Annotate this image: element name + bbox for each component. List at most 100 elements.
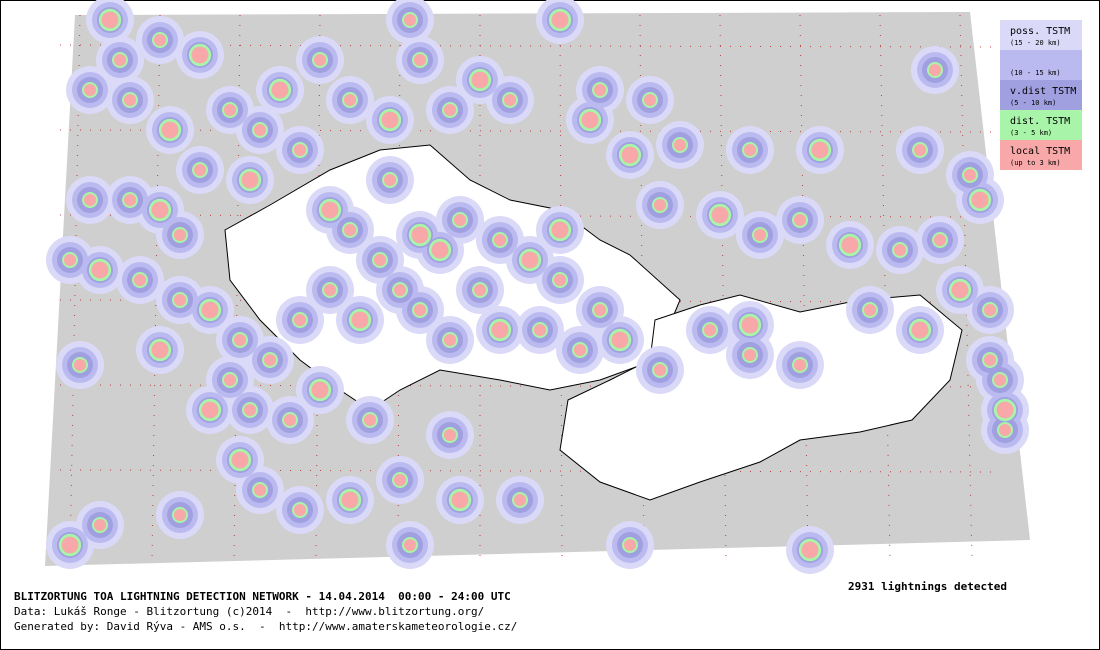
cluster-ring bbox=[381, 111, 399, 129]
cluster-ring bbox=[414, 304, 426, 316]
cluster-ring bbox=[999, 424, 1011, 436]
cluster-ring bbox=[474, 284, 486, 296]
meridian bbox=[959, 14, 973, 561]
cluster-ring bbox=[64, 254, 76, 266]
cluster-ring bbox=[491, 321, 509, 339]
cluster-ring bbox=[404, 14, 416, 26]
cluster-ring bbox=[454, 214, 466, 226]
legend-swatch bbox=[1000, 80, 1082, 110]
cluster-ring bbox=[394, 474, 406, 486]
cluster-ring bbox=[344, 224, 356, 236]
footer-title: BLITZORTUNG TOA LIGHTNING DETECTION NETW… bbox=[14, 590, 511, 603]
cluster-ring bbox=[194, 164, 206, 176]
meridian bbox=[799, 14, 809, 561]
cluster-ring bbox=[794, 214, 806, 226]
legend-range: (3 - 5 km) bbox=[1010, 129, 1052, 137]
cluster-ring bbox=[574, 344, 586, 356]
cluster-ring bbox=[324, 284, 336, 296]
cluster-ring bbox=[294, 314, 306, 326]
legend-label: v.dist TSTM bbox=[1010, 86, 1076, 97]
legend-label: dist. TSTM bbox=[1010, 116, 1070, 127]
cluster-ring bbox=[84, 84, 96, 96]
lightning-count: 2931 lightnings detected bbox=[848, 580, 1007, 593]
cluster-ring bbox=[61, 536, 79, 554]
cluster-ring bbox=[344, 94, 356, 106]
cluster-ring bbox=[911, 321, 929, 339]
cluster-ring bbox=[431, 241, 449, 259]
parallel bbox=[59, 44, 1001, 48]
cluster-ring bbox=[951, 281, 969, 299]
cluster-ring bbox=[201, 301, 219, 319]
cluster-ring bbox=[254, 484, 266, 496]
cluster-ring bbox=[811, 141, 829, 159]
meridian bbox=[315, 14, 321, 561]
cluster-ring bbox=[161, 121, 179, 139]
cluster-ring bbox=[654, 364, 666, 376]
cluster-ring bbox=[611, 331, 629, 349]
cluster-ring bbox=[644, 94, 656, 106]
cluster-ring bbox=[384, 174, 396, 186]
cluster-ring bbox=[674, 139, 686, 151]
cluster-ring bbox=[311, 381, 329, 399]
legend-range: (up to 3 km) bbox=[1010, 159, 1061, 167]
cluster-ring bbox=[894, 244, 906, 256]
cluster-ring bbox=[124, 94, 136, 106]
cluster-ring bbox=[494, 234, 506, 246]
cluster-ring bbox=[594, 304, 606, 316]
cluster-ring bbox=[411, 226, 429, 244]
parallel bbox=[59, 469, 1001, 473]
cluster-ring bbox=[801, 541, 819, 559]
cluster-ring bbox=[554, 274, 566, 286]
cluster-ring bbox=[964, 169, 976, 181]
legend-label: local TSTM bbox=[1010, 146, 1070, 157]
cluster-ring bbox=[754, 229, 766, 241]
cluster-ring bbox=[174, 229, 186, 241]
cluster-ring bbox=[151, 201, 169, 219]
cluster-ring bbox=[444, 429, 456, 441]
cluster-ring bbox=[201, 401, 219, 419]
cluster-ring bbox=[914, 144, 926, 156]
footer-data-credit: Data: Lukáš Ronge - Blitzortung (c)2014 … bbox=[14, 605, 484, 618]
cluster-ring bbox=[244, 404, 256, 416]
meridian bbox=[559, 14, 563, 561]
cluster-ring bbox=[241, 171, 259, 189]
cluster-ring bbox=[314, 54, 326, 66]
cluster-ring bbox=[91, 261, 109, 279]
legend-swatch bbox=[1000, 140, 1082, 170]
cluster-ring bbox=[84, 194, 96, 206]
cluster-ring bbox=[621, 146, 639, 164]
cluster-ring bbox=[284, 414, 296, 426]
cluster-ring bbox=[534, 324, 546, 336]
cluster-ring bbox=[984, 304, 996, 316]
cluster-ring bbox=[521, 251, 539, 269]
cluster-ring bbox=[351, 311, 369, 329]
legend-range: (10 - 15 km) bbox=[1010, 69, 1061, 77]
cluster-ring bbox=[451, 491, 469, 509]
cluster-ring bbox=[151, 341, 169, 359]
cluster-ring bbox=[704, 324, 716, 336]
cluster-ring bbox=[321, 201, 339, 219]
cluster-ring bbox=[154, 34, 166, 46]
legend-label: poss. TSTM bbox=[1010, 26, 1070, 37]
cluster-ring bbox=[934, 234, 946, 246]
legend-range: (15 - 20 km) bbox=[1010, 39, 1061, 47]
cluster-ring bbox=[294, 144, 306, 156]
cluster-ring bbox=[234, 334, 246, 346]
meridian bbox=[719, 14, 727, 561]
cluster-ring bbox=[294, 504, 306, 516]
cluster-ring bbox=[231, 451, 249, 469]
cluster-ring bbox=[374, 254, 386, 266]
cluster-ring bbox=[444, 104, 456, 116]
cluster-ring bbox=[514, 494, 526, 506]
meridian bbox=[151, 14, 161, 561]
legend-swatch bbox=[1000, 110, 1082, 140]
cluster-ring bbox=[414, 54, 426, 66]
cluster-ring bbox=[224, 374, 236, 386]
footer-generated: Generated by: David Rýva - AMS o.s. - ht… bbox=[14, 620, 517, 633]
cluster-ring bbox=[654, 199, 666, 211]
cluster-ring bbox=[504, 94, 516, 106]
cluster-ring bbox=[711, 206, 729, 224]
cluster-ring bbox=[864, 304, 876, 316]
cluster-ring bbox=[624, 539, 636, 551]
cluster-ring bbox=[794, 359, 806, 371]
